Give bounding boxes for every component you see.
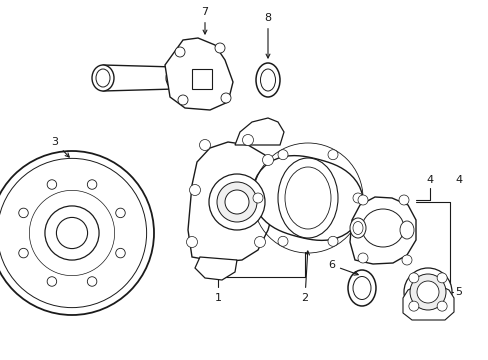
Circle shape	[215, 43, 224, 53]
Ellipse shape	[349, 218, 365, 238]
Circle shape	[45, 206, 99, 260]
Text: 5: 5	[454, 287, 461, 297]
Circle shape	[178, 95, 187, 105]
Circle shape	[19, 248, 28, 258]
Text: 8: 8	[264, 13, 271, 58]
Circle shape	[409, 274, 445, 310]
Circle shape	[352, 193, 362, 203]
Circle shape	[189, 184, 200, 195]
Circle shape	[224, 190, 248, 214]
Text: 6: 6	[327, 260, 358, 275]
Circle shape	[357, 195, 367, 205]
Circle shape	[403, 268, 451, 316]
Circle shape	[278, 150, 287, 160]
Polygon shape	[402, 284, 453, 320]
Circle shape	[56, 217, 87, 248]
Text: 7: 7	[201, 7, 208, 34]
Text: 4: 4	[426, 175, 433, 185]
Circle shape	[416, 281, 438, 303]
Circle shape	[0, 151, 154, 315]
Ellipse shape	[352, 276, 370, 300]
Polygon shape	[260, 182, 276, 220]
Text: 3: 3	[51, 137, 69, 157]
Circle shape	[278, 236, 287, 246]
Polygon shape	[235, 118, 284, 145]
Circle shape	[87, 180, 97, 189]
Ellipse shape	[347, 270, 375, 306]
Polygon shape	[164, 38, 232, 110]
Circle shape	[357, 253, 367, 263]
Polygon shape	[252, 156, 363, 240]
Circle shape	[252, 193, 263, 203]
Text: 4: 4	[454, 175, 461, 185]
Circle shape	[242, 135, 253, 145]
Circle shape	[116, 208, 125, 218]
Circle shape	[199, 139, 210, 150]
Circle shape	[254, 237, 265, 248]
Bar	[192, 69, 212, 89]
Circle shape	[436, 273, 446, 283]
Ellipse shape	[399, 221, 413, 239]
Polygon shape	[187, 142, 274, 262]
Circle shape	[401, 255, 411, 265]
Ellipse shape	[92, 65, 114, 91]
Circle shape	[327, 236, 337, 246]
Circle shape	[408, 273, 418, 283]
Circle shape	[408, 301, 418, 311]
Circle shape	[262, 154, 273, 166]
Circle shape	[175, 47, 184, 57]
Text: 2: 2	[301, 251, 309, 303]
Circle shape	[208, 174, 264, 230]
Ellipse shape	[256, 63, 280, 97]
Circle shape	[19, 208, 28, 218]
Ellipse shape	[165, 67, 183, 89]
Ellipse shape	[278, 158, 337, 238]
Ellipse shape	[96, 69, 110, 87]
Polygon shape	[195, 257, 237, 280]
Circle shape	[87, 277, 97, 286]
Text: 1: 1	[214, 293, 221, 303]
Circle shape	[221, 93, 230, 103]
Circle shape	[186, 237, 197, 248]
Polygon shape	[349, 197, 415, 264]
Circle shape	[47, 277, 57, 286]
Circle shape	[47, 180, 57, 189]
Circle shape	[116, 248, 125, 258]
Circle shape	[436, 301, 446, 311]
Circle shape	[327, 150, 337, 160]
Circle shape	[217, 182, 257, 222]
Circle shape	[398, 195, 408, 205]
Ellipse shape	[260, 69, 275, 91]
